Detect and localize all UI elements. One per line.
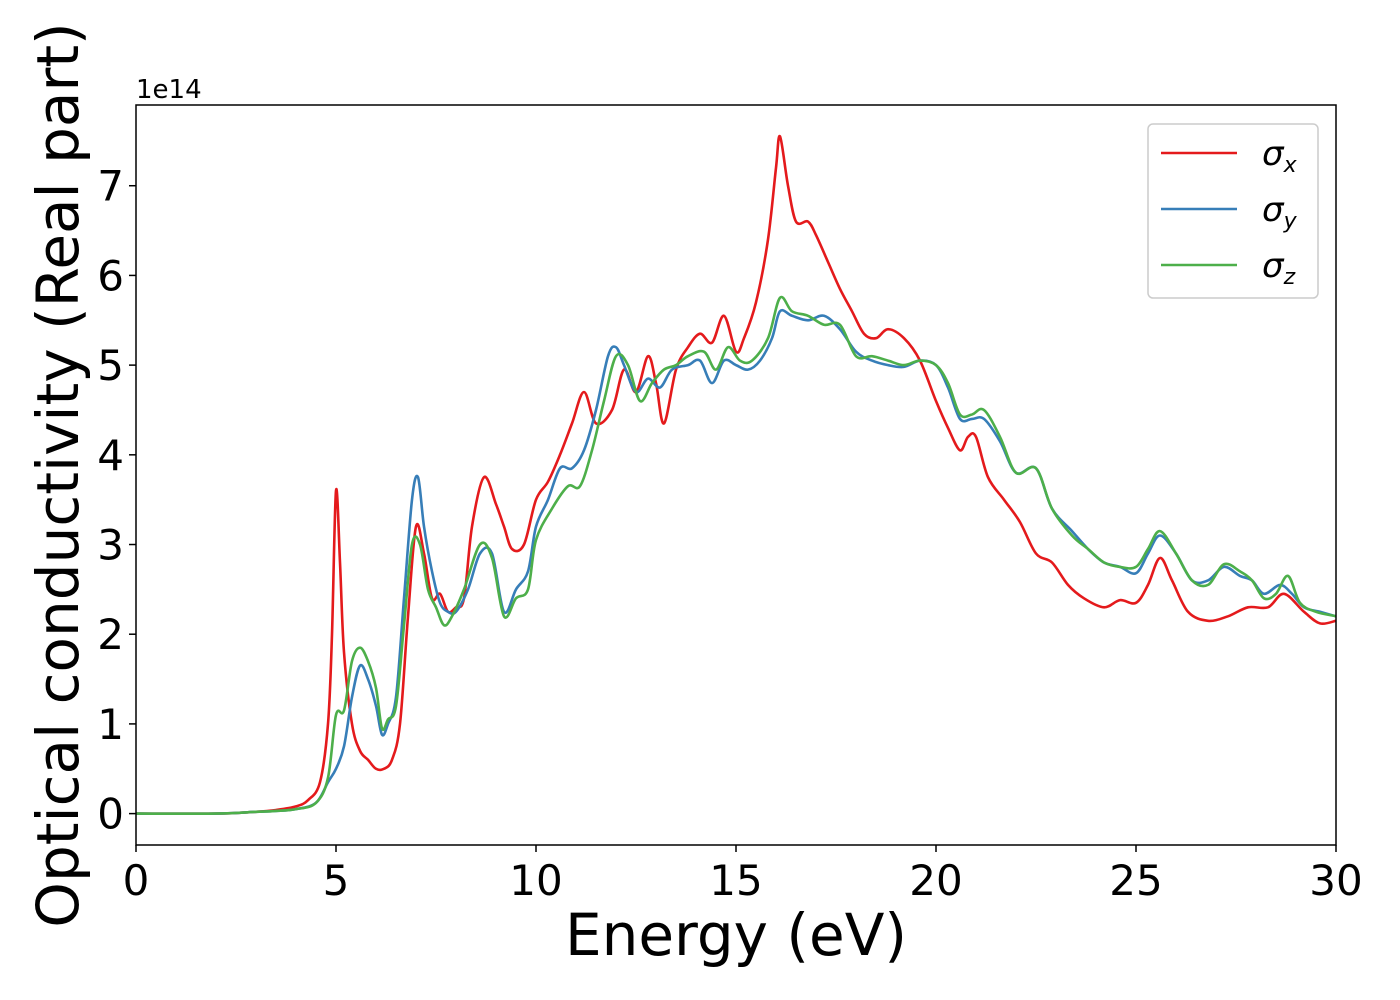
series-line-x xyxy=(136,134,1336,816)
y-tick-label: 7 xyxy=(97,162,124,211)
legend: σx σy σz xyxy=(1147,123,1319,299)
y-tick-label: 3 xyxy=(97,521,124,570)
legend-label-z: σz xyxy=(1262,246,1296,290)
x-tick-label: 30 xyxy=(1309,856,1362,905)
x-axis-ticks: 0 5 10 15 20 25 30 xyxy=(123,845,1363,905)
x-tick-label: 10 xyxy=(509,856,562,905)
legend-box xyxy=(1147,123,1319,299)
x-axis-title: Energy (eV) xyxy=(565,901,907,969)
series-line-z xyxy=(136,295,1336,816)
x-tick-label: 15 xyxy=(709,856,762,905)
y-tick-label: 4 xyxy=(97,431,124,480)
y-tick-label: 5 xyxy=(97,341,124,390)
series-layer xyxy=(136,134,1336,816)
y-tick-label: 2 xyxy=(97,610,124,659)
y-axis-title: Optical conductivity (Real part) xyxy=(24,22,92,927)
x-tick-label: 20 xyxy=(909,856,962,905)
x-tick-label: 25 xyxy=(1109,856,1162,905)
y-tick-label: 0 xyxy=(97,790,124,839)
legend-label-x: σx xyxy=(1262,134,1298,178)
legend-label-y: σy xyxy=(1262,190,1298,234)
x-tick-label: 5 xyxy=(323,856,350,905)
y-axis-ticks: 0 1 2 3 4 5 6 7 xyxy=(97,162,136,839)
y-tick-label: 6 xyxy=(97,251,124,300)
y-tick-label: 1 xyxy=(97,700,124,749)
x-tick-label: 0 xyxy=(123,856,150,905)
y-offset-label: 1e14 xyxy=(136,75,202,105)
